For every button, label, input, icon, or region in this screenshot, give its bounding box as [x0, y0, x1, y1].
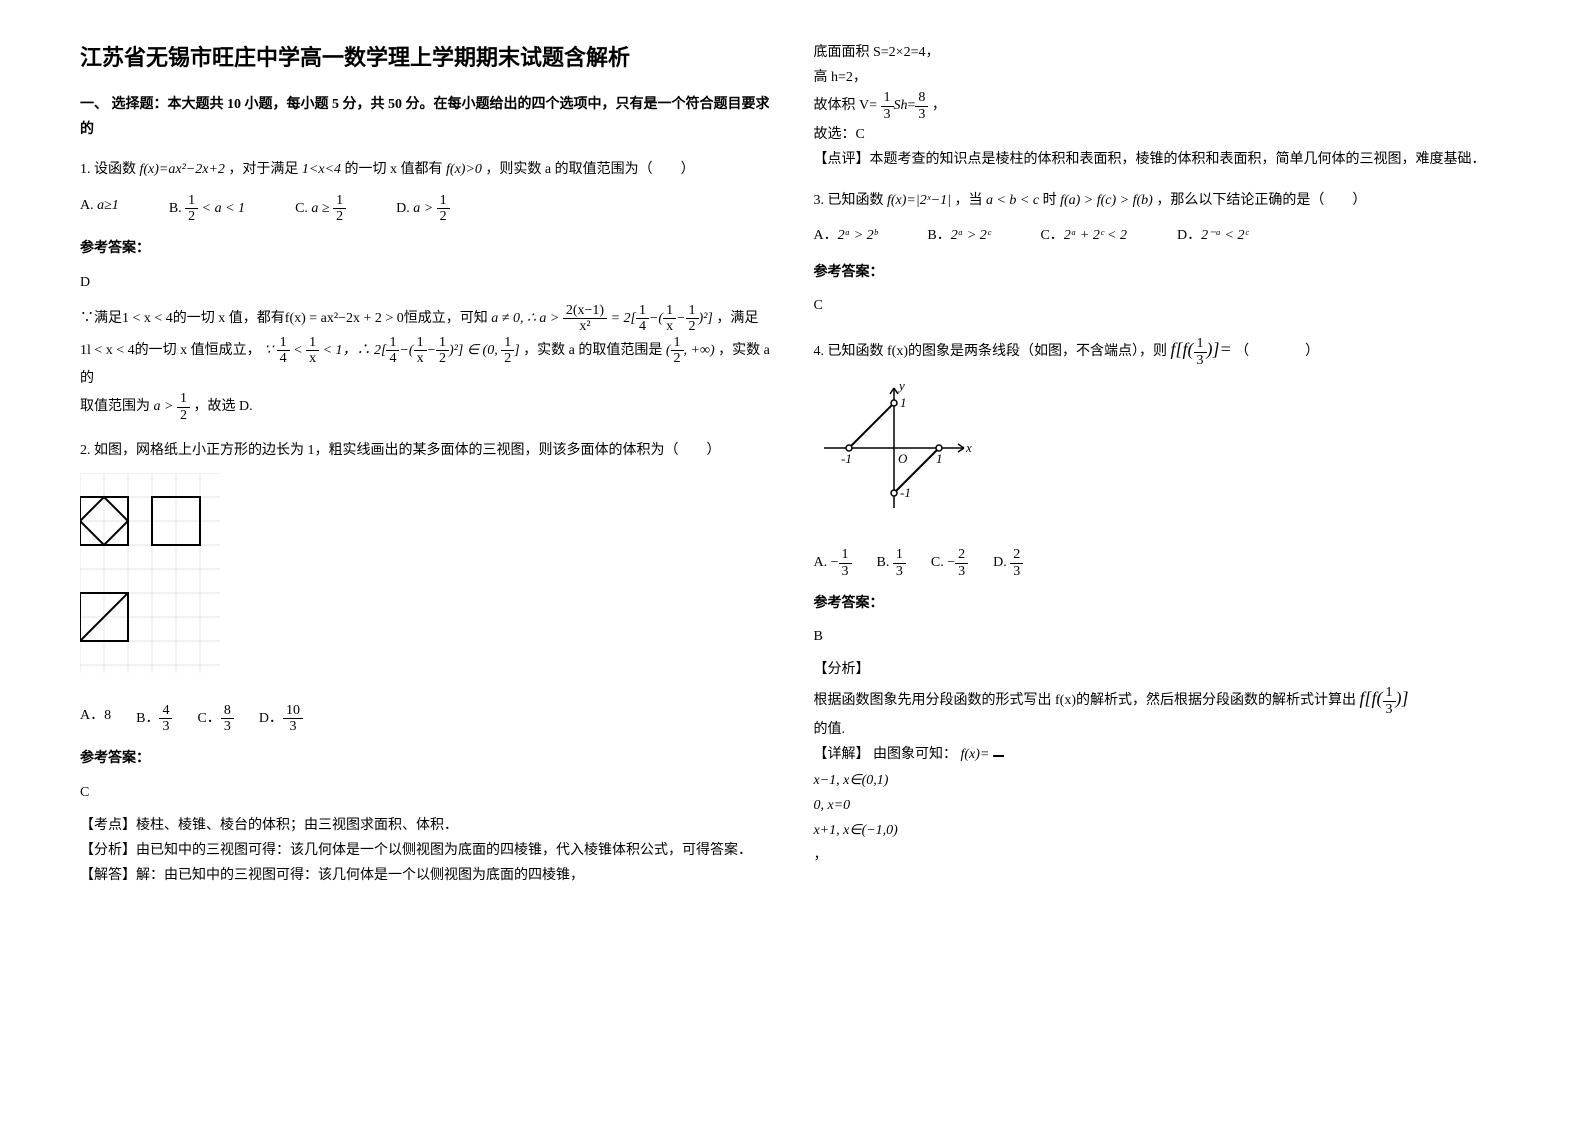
q3-options: A．2ᵃ > 2ᵇ B．2ᵃ > 2ᶜ C．2ᵃ + 2ᶜ < 2 D．2⁻ᵃ … [814, 223, 1508, 248]
q1-formula: f(x)=ax²−2x+2 [140, 162, 225, 177]
opt-label: A． [814, 228, 838, 243]
q2-answer: C [80, 780, 774, 805]
q2-keypoint: 棱柱、棱锥、棱台的体积；由三视图求面积、体积． [136, 818, 458, 833]
svg-text:1: 1 [900, 395, 907, 410]
r1-line: 底面面积 S=2×2=4， [814, 40, 1508, 65]
answer-label: 参考答案： [814, 260, 1508, 285]
opt-value: a≥1 [97, 198, 119, 213]
label: 【点评】 [814, 152, 870, 167]
question-3: 3. 已知函数 f(x)=|2ˣ−1| ，当 a < b < c 时 f(a) … [814, 188, 1508, 319]
q1-explanation: ∵满足1 < x < 4的一切 x 值，都有f(x) = ax²−2x + 2 … [80, 303, 774, 335]
label: 【分析】 [80, 843, 136, 858]
opt-label: D． [1177, 228, 1201, 243]
opt-label: B． [136, 711, 159, 726]
q1-formula: 1<x<4 [302, 162, 341, 177]
answer-label: 参考答案： [814, 591, 1508, 616]
q4-options: A. −13 B. 13 C. −23 D. 23 [814, 547, 1508, 579]
q4-text: 4. 已知函数 f(x)的图象是两条线段（如图，不含端点），则 [814, 344, 1168, 359]
q1-text: ，对于满足 [228, 162, 298, 177]
opt-label: C. [931, 555, 944, 570]
section-heading: 一、 选择题：本大题共 10 小题，每小题 5 分，共 50 分。在每小题给出的… [80, 92, 774, 142]
opt-label: B． [927, 228, 950, 243]
opt-value: 2ᵃ > 2ᶜ [951, 228, 991, 243]
opt-label: A. [814, 555, 828, 570]
q2-solution: 解：由已知中的三视图可得：该几何体是一个以侧视图为底面的四棱锥， [136, 868, 584, 883]
q4-analysis-label: 【分析】 [814, 657, 1508, 682]
question-2: 2. 如图，网格纸上小正方形的边长为 1，粗实线画出的某多面体的三视图，则该多面… [80, 438, 774, 888]
q3-text: 3. 已知函数 [814, 193, 884, 208]
opt-value: 2ᵃ > 2ᵇ [838, 228, 878, 243]
q1-text: 1. 设函数 [80, 162, 136, 177]
q4-analysis: 根据函数图象先用分段函数的形式写出 f(x)的解析式，然后根据分段函数的解析式计… [814, 682, 1508, 717]
q1-explanation: 取值范围为 a > 12 ，故选 D. [80, 391, 774, 423]
r1-line: 故体积 V= 13Sh=83 ， [814, 90, 1508, 122]
label: 【解答】 [80, 868, 136, 883]
q2-grid-figure [80, 473, 220, 673]
svg-text:-1: -1 [841, 451, 852, 466]
opt-label: A. [80, 198, 94, 213]
q1-formula: f(x)>0 [446, 162, 482, 177]
q3-text: ，那么以下结论正确的是（ ） [1156, 193, 1366, 208]
q3-text: 时 [1043, 193, 1057, 208]
opt-label: D. [993, 555, 1007, 570]
opt-label: B. [877, 555, 890, 570]
piecewise-row: 0, x=0 [814, 793, 1508, 818]
opt-value: 8 [104, 708, 111, 723]
question-4: 4. 已知函数 f(x)的图象是两条线段（如图，不含端点），则 f[f(13)]… [814, 333, 1508, 868]
opt-label: D． [259, 711, 283, 726]
answer-label: 参考答案： [80, 746, 774, 771]
svg-text:y: y [897, 378, 905, 393]
svg-text:1: 1 [936, 451, 943, 466]
q1-options: A. a≥1 B. 12 < a < 1 C. a ≥ 12 D. a > 12 [80, 193, 774, 225]
opt-label: A． [80, 708, 104, 723]
q2-options: A．8 B．43 C．83 D．103 [80, 703, 774, 735]
q4-graph-figure: -1 O 1 1 -1 x y [814, 378, 974, 518]
q4-text: （ ） [1235, 344, 1319, 359]
r1-line: 高 h=2， [814, 65, 1508, 90]
label: 【考点】 [80, 818, 136, 833]
page-title: 江苏省无锡市旺庄中学高一数学理上学期期末试题含解析 [80, 40, 774, 72]
q1-text: ，则实数 a 的取值范围为（ ） [485, 162, 694, 177]
q2-text: 2. 如图，网格纸上小正方形的边长为 1，粗实线画出的某多面体的三视图，则该多面… [80, 438, 774, 463]
opt-label: B. [169, 201, 182, 216]
q3-formula: f(a) > f(c) > f(b) [1060, 193, 1153, 208]
left-column: 江苏省无锡市旺庄中学高一数学理上学期期末试题含解析 一、 选择题：本大题共 10… [60, 40, 794, 903]
svg-text:-1: -1 [900, 485, 911, 500]
opt-label: C． [197, 711, 220, 726]
q3-answer: C [814, 293, 1508, 318]
q3-formula: a < b < c [986, 193, 1039, 208]
answer-label: 参考答案： [80, 236, 774, 261]
opt-label: C. [295, 201, 308, 216]
svg-text:O: O [898, 451, 908, 466]
q2-analysis: 由已知中的三视图可得：该几何体是一个以侧视图为底面的四棱锥，代入棱锥体积公式，可… [136, 843, 752, 858]
question-1: 1. 设函数 f(x)=ax²−2x+2 ，对于满足 1<x<4 的一切 x 值… [80, 157, 774, 423]
q3-text: ，当 [954, 193, 982, 208]
q1-answer: D [80, 270, 774, 295]
opt-value: 2ᵃ + 2ᶜ < 2 [1064, 228, 1127, 243]
q4-answer: B [814, 624, 1508, 649]
r1-comment: 本题考查的知识点是棱柱的体积和表面积，棱锥的体积和表面积，简单几何体的三视图，难… [870, 152, 1486, 167]
opt-label: C． [1040, 228, 1063, 243]
right-column: 底面面积 S=2×2=4， 高 h=2， 故体积 V= 13Sh=83 ， 故选… [794, 40, 1528, 903]
q4-detail: 【详解】 由图象可知： f(x)= [814, 742, 1508, 767]
opt-value: 2⁻ᵃ < 2ᶜ [1201, 228, 1248, 243]
q1-text: 的一切 x 值都有 [345, 162, 443, 177]
piecewise-row: x−1, x∈(0,1) [814, 768, 1508, 793]
r1-line: 故选：C [814, 122, 1508, 147]
piecewise-row: x+1, x∈(−1,0) [814, 818, 1508, 843]
opt-label: D. [396, 201, 410, 216]
q3-formula: f(x)=|2ˣ−1| [887, 193, 951, 208]
q1-explanation: 1l < x < 4的一切 x 值恒成立， ∵ 14 < 1x < 1，∴ 2[… [80, 335, 774, 392]
q4-analysis: 的值. [814, 717, 1508, 742]
svg-text:x: x [965, 440, 972, 455]
